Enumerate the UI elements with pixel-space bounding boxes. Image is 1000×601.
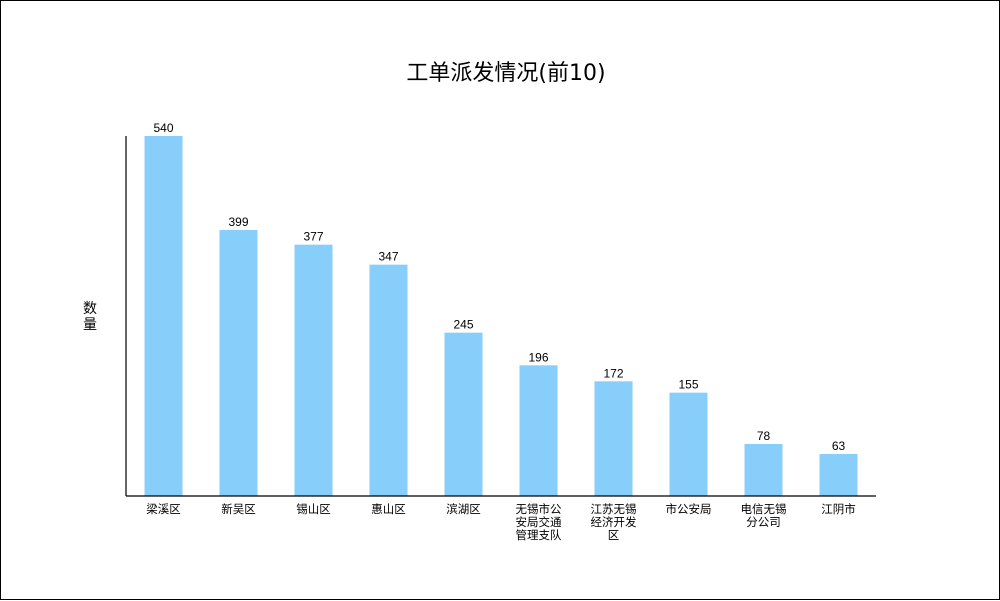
value-label-6: 172 bbox=[603, 366, 623, 380]
value-label-4: 245 bbox=[453, 318, 473, 332]
bar-7 bbox=[669, 392, 708, 496]
bars-group bbox=[144, 136, 858, 496]
bar-9 bbox=[819, 454, 858, 496]
category-label-2: 锡山区 bbox=[296, 502, 331, 516]
bar-2 bbox=[294, 244, 333, 496]
bar-0 bbox=[144, 136, 183, 496]
value-label-0: 540 bbox=[153, 121, 173, 135]
value-label-1: 399 bbox=[228, 215, 248, 229]
category-label-0: 梁溪区 bbox=[146, 502, 181, 516]
value-labels-group: 540 399 377 347 245 196 172 155 78 63 bbox=[153, 121, 845, 453]
value-label-5: 196 bbox=[528, 350, 548, 364]
category-label-5: 无锡市公安局交通管理支队 bbox=[516, 502, 562, 542]
value-label-8: 78 bbox=[757, 429, 771, 443]
bar-8 bbox=[744, 444, 783, 496]
category-label-9: 江阴市 bbox=[821, 502, 856, 516]
category-label-1: 新吴区 bbox=[221, 502, 256, 516]
bar-4 bbox=[444, 332, 483, 496]
category-label-7: 市公安局 bbox=[666, 502, 712, 516]
category-label-4: 滨湖区 bbox=[446, 502, 481, 516]
value-label-7: 155 bbox=[678, 378, 698, 392]
bar-5 bbox=[519, 365, 558, 496]
category-label-6: 江苏无锡经济开发区 bbox=[591, 502, 637, 542]
bar-6 bbox=[594, 381, 633, 496]
bar-3 bbox=[369, 264, 408, 496]
value-label-2: 377 bbox=[303, 230, 323, 244]
category-label-3: 惠山区 bbox=[371, 502, 406, 516]
bar-1 bbox=[219, 230, 258, 496]
chart-title: 工单派发情况(前10) bbox=[406, 61, 605, 86]
value-label-3: 347 bbox=[378, 250, 398, 264]
value-label-9: 63 bbox=[832, 439, 846, 453]
category-label-8: 电信无锡分公司 bbox=[741, 502, 787, 529]
y-axis-label: 数量 bbox=[83, 301, 97, 333]
